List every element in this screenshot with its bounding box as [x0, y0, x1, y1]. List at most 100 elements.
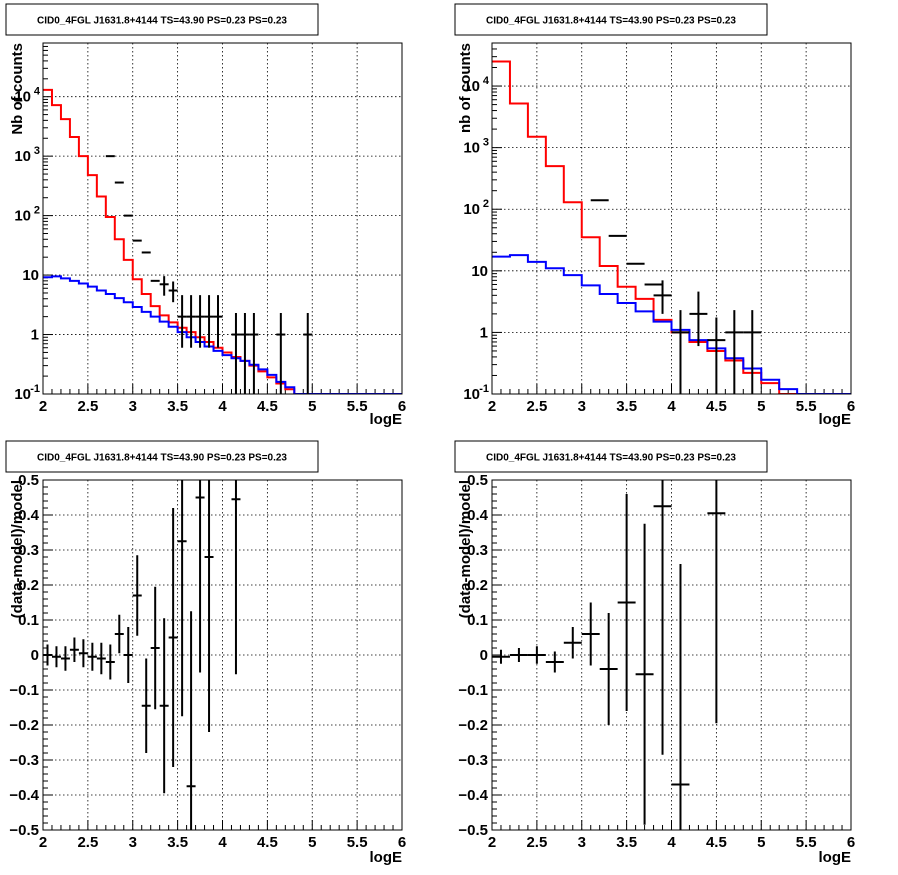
y-tick-label: 0.1: [18, 612, 39, 629]
data-point: [87, 642, 97, 671]
x-tick-label: 2: [39, 398, 47, 415]
title-box: [454, 3, 768, 36]
axis-ticks: [42, 479, 403, 831]
chart-title: CID0_4FGL J1631.8+4144 TS=43.90 PS=0.23 …: [37, 16, 287, 27]
y-tick-exponent: 4: [34, 86, 41, 98]
plot-frame: [42, 42, 403, 395]
data-point: [51, 646, 61, 668]
data-point: [195, 480, 205, 673]
data-point: [105, 644, 115, 680]
x-axis-label: logE: [819, 411, 852, 428]
x-tick-label: 3: [578, 398, 586, 415]
title-box: [5, 3, 319, 36]
data-point: [581, 602, 600, 666]
x-tick-label: 2.5: [526, 834, 547, 851]
data-point: [653, 280, 672, 314]
x-tick-label: 3: [129, 398, 137, 415]
y-tick-label: 0.5: [467, 472, 488, 489]
x-tick-label: 5.5: [796, 398, 817, 415]
plot-area: [43, 88, 402, 394]
data-point: [78, 639, 88, 668]
data-point: [725, 310, 744, 394]
y-tick-label: 10: [14, 89, 31, 106]
y-tick-label: −0.5: [9, 822, 39, 839]
chart-title: CID0_4FGL J1631.8+4144 TS=43.90 PS=0.23 …: [37, 453, 287, 464]
data-point: [231, 313, 241, 394]
y-tick-exponent: 3: [34, 145, 40, 157]
x-tick-label: 2.5: [77, 398, 98, 415]
x-tick-label: 5: [308, 398, 316, 415]
y-tick-label: −0.4: [9, 787, 39, 804]
series-background: [43, 275, 402, 394]
y-tick-label: 10: [14, 208, 31, 225]
x-tick-label: 6: [847, 398, 855, 415]
data-point: [43, 644, 52, 666]
data-point: [186, 295, 196, 348]
x-tick-label: 2: [488, 398, 496, 415]
plot-area: [492, 60, 851, 394]
x-axis-label: logE: [370, 411, 403, 428]
x-tick-label: 4: [667, 834, 676, 851]
y-tick-label: 10: [463, 78, 480, 95]
x-tick-label: 2.5: [77, 834, 98, 851]
y-tick-label: −0.1: [9, 682, 39, 699]
y-tick-label: 10: [463, 201, 480, 218]
y-tick-label: 10: [471, 263, 488, 280]
data-point: [123, 627, 133, 683]
data-point: [689, 291, 708, 347]
chart-title: CID0_4FGL J1631.8+4144 TS=43.90 PS=0.23 …: [486, 16, 736, 27]
data-point: [492, 649, 510, 664]
y-tick-label: 0.5: [18, 472, 39, 489]
data-point: [114, 614, 124, 654]
chart-panel-top-right: CID0_4FGL J1631.8+4144 TS=43.90 PS=0.23 …: [454, 3, 855, 428]
data-point: [276, 313, 286, 394]
grid: [43, 480, 402, 830]
plot-frame: [491, 42, 852, 395]
x-tick-label: 5.5: [796, 834, 817, 851]
y-tick-label: 10: [14, 386, 31, 403]
x-tick-label: 4.5: [257, 834, 278, 851]
x-tick-label: 4.5: [706, 834, 727, 851]
y-tick-label: 1: [480, 324, 488, 341]
x-tick-label: 5: [757, 834, 765, 851]
data-point: [527, 646, 546, 664]
data-point: [213, 295, 223, 348]
y-tick-label: −0.3: [458, 752, 488, 769]
data-point: [563, 627, 582, 659]
y-axis-label: (data-model)/model: [457, 480, 474, 618]
data-point: [150, 586, 160, 710]
data-point: [141, 658, 151, 753]
x-tick-label: 6: [847, 834, 855, 851]
y-tick-label: 10: [22, 267, 39, 284]
y-axis-label: nb of counts: [457, 43, 474, 133]
x-tick-label: 3.5: [616, 398, 637, 415]
y-tick-label: 0.4: [18, 507, 40, 524]
data-point: [545, 651, 564, 673]
chart-panel-bottom-left: CID0_4FGL J1631.8+4144 TS=43.90 PS=0.23 …: [5, 440, 406, 866]
y-tick-exponent: -1: [479, 383, 489, 395]
x-tick-label: 3.5: [167, 834, 188, 851]
plot-frame: [491, 479, 852, 831]
y-tick-label: 0.4: [467, 507, 489, 524]
x-tick-label: 5.5: [347, 834, 368, 851]
title-box: [5, 440, 319, 473]
plot-area: [492, 480, 726, 830]
y-tick-label: −0.5: [458, 822, 488, 839]
data-point: [204, 480, 214, 732]
data-point: [159, 618, 169, 794]
data-point: [599, 613, 618, 725]
data-point: [707, 317, 726, 394]
data-point: [249, 313, 259, 394]
axis-ticks: [491, 479, 852, 831]
data-point: [204, 295, 214, 348]
y-tick-label: −0.1: [458, 682, 488, 699]
y-tick-exponent: -1: [30, 383, 40, 395]
x-tick-label: 3: [578, 834, 586, 851]
y-tick-label: 0.1: [467, 612, 488, 629]
x-tick-label: 5.5: [347, 398, 368, 415]
data-point: [168, 281, 178, 303]
data-point: [177, 480, 187, 717]
data-point: [195, 295, 205, 348]
x-tick-label: 3.5: [167, 398, 188, 415]
